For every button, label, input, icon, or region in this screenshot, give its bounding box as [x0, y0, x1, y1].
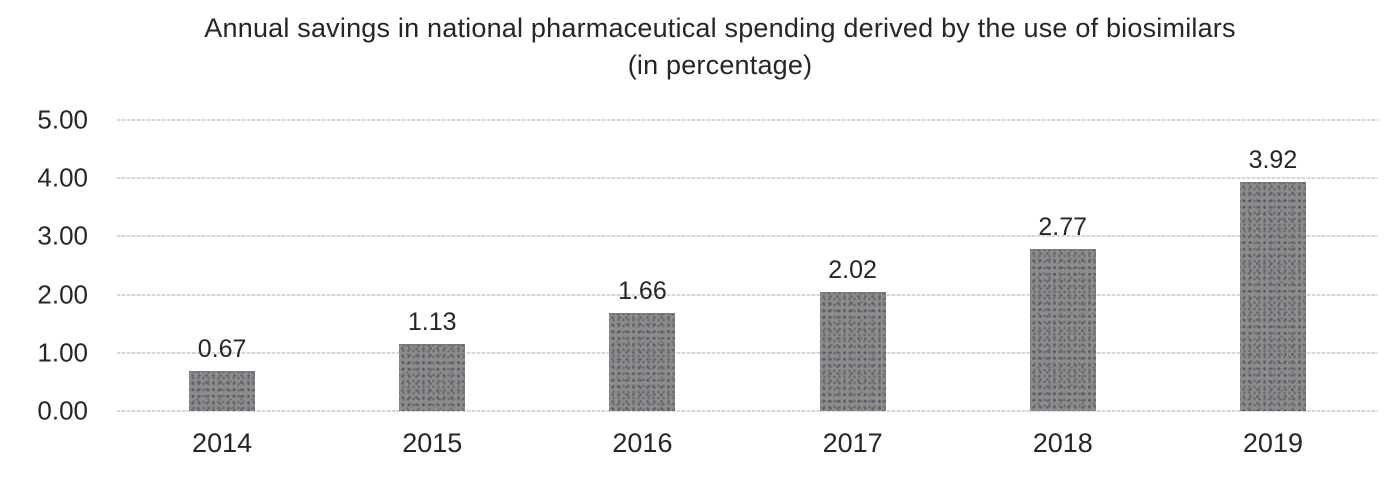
x-axis-tick-label: 2016	[612, 428, 673, 458]
gridline	[117, 293, 1378, 296]
bar-value-label: 2.77	[1038, 212, 1088, 241]
bar-2014	[189, 371, 256, 411]
y-axis-tick-label: 0.00	[37, 395, 88, 426]
bar-slot: 1.13	[327, 120, 537, 411]
bar-slot: 2.77	[958, 120, 1168, 411]
x-axis-tick-label: 2015	[402, 428, 463, 458]
chart-subtitle: (in percentage)	[627, 50, 813, 80]
gridline	[117, 119, 1378, 121]
y-axis-tick-label: 1.00	[37, 337, 88, 368]
bar-slot: 1.66	[537, 120, 747, 411]
bar-2016	[609, 313, 676, 411]
bar-value-label: 1.13	[407, 308, 457, 337]
bar-value-label: 1.66	[618, 277, 667, 306]
y-axis: 5.00 4.00 3.00 2.00 1.00 0.00	[0, 105, 88, 426]
x-axis-tick-label: 2018	[1032, 428, 1093, 458]
y-axis-tick-label: 5.00	[37, 104, 88, 135]
x-axis-tick-label: 2019	[1242, 428, 1303, 458]
bar-2018	[1029, 248, 1096, 411]
bar-2019	[1239, 181, 1306, 411]
gridline	[117, 177, 1378, 180]
plot-area: 0.67 1.13 1.66 2.02 2.77 3.92	[117, 119, 1378, 412]
bar-slot: 2.02	[748, 120, 958, 411]
chart-title-block: Annual savings in national pharmaceutica…	[100, 10, 1340, 84]
bar-value-label: 0.67	[197, 335, 247, 364]
gridline	[117, 235, 1378, 238]
x-axis-tick-label: 2014	[192, 428, 253, 458]
bar-2015	[399, 344, 466, 411]
gridline	[117, 410, 1378, 412]
bar-2017	[819, 292, 886, 411]
x-axis-labels: 2014 2015 2016 2017 2018 2019	[117, 428, 1378, 459]
x-axis-tick-label: 2017	[822, 428, 883, 458]
bar-value-label: 3.92	[1248, 145, 1298, 174]
y-axis-tick-label: 4.00	[37, 162, 88, 193]
gridline	[117, 351, 1378, 354]
bar-slot: 3.92	[1168, 120, 1378, 411]
chart-title: Annual savings in national pharmaceutica…	[204, 13, 1236, 43]
y-axis-tick-label: 3.00	[37, 220, 88, 251]
y-axis-tick-label: 2.00	[37, 279, 88, 310]
bar-slot: 0.67	[117, 120, 327, 411]
bar-value-label: 2.02	[828, 256, 877, 285]
